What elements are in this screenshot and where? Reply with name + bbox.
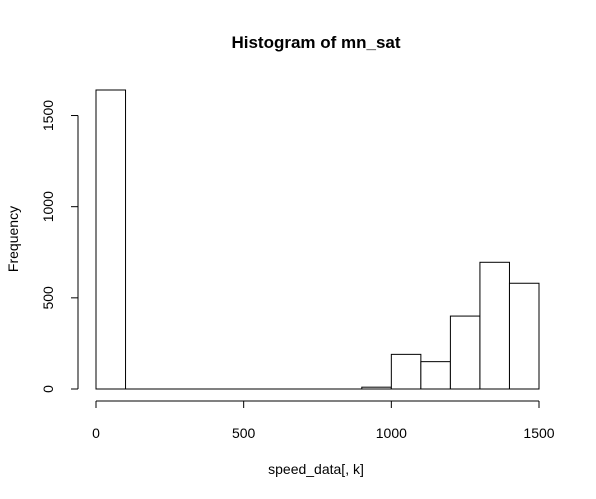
bars-group [95, 89, 540, 390]
x-tick-label: 1500 [523, 425, 554, 441]
chart-title: Histogram of mn_sat [231, 33, 400, 52]
x-axis: 0 500 1000 1500 [92, 400, 555, 441]
histogram-bar [95, 89, 127, 390]
y-axis-label: Frequency [5, 206, 21, 272]
y-tick-label: 0 [40, 385, 56, 393]
histogram-bar [449, 315, 481, 390]
x-tick-label: 1000 [376, 425, 407, 441]
x-tick-label: 0 [92, 425, 100, 441]
y-tick-label: 1500 [40, 100, 56, 131]
histogram-bar [420, 361, 451, 390]
histogram-bar [479, 261, 510, 390]
x-tick-label: 500 [232, 425, 256, 441]
histogram-bar [361, 386, 392, 390]
y-tick-label: 500 [40, 286, 56, 310]
histogram-bar [508, 282, 540, 390]
histogram-bar [390, 353, 422, 390]
y-tick-label: 1000 [40, 191, 56, 222]
x-axis-label: speed_data[, k] [268, 461, 364, 477]
y-axis: 0 500 1000 1500 [40, 100, 79, 393]
